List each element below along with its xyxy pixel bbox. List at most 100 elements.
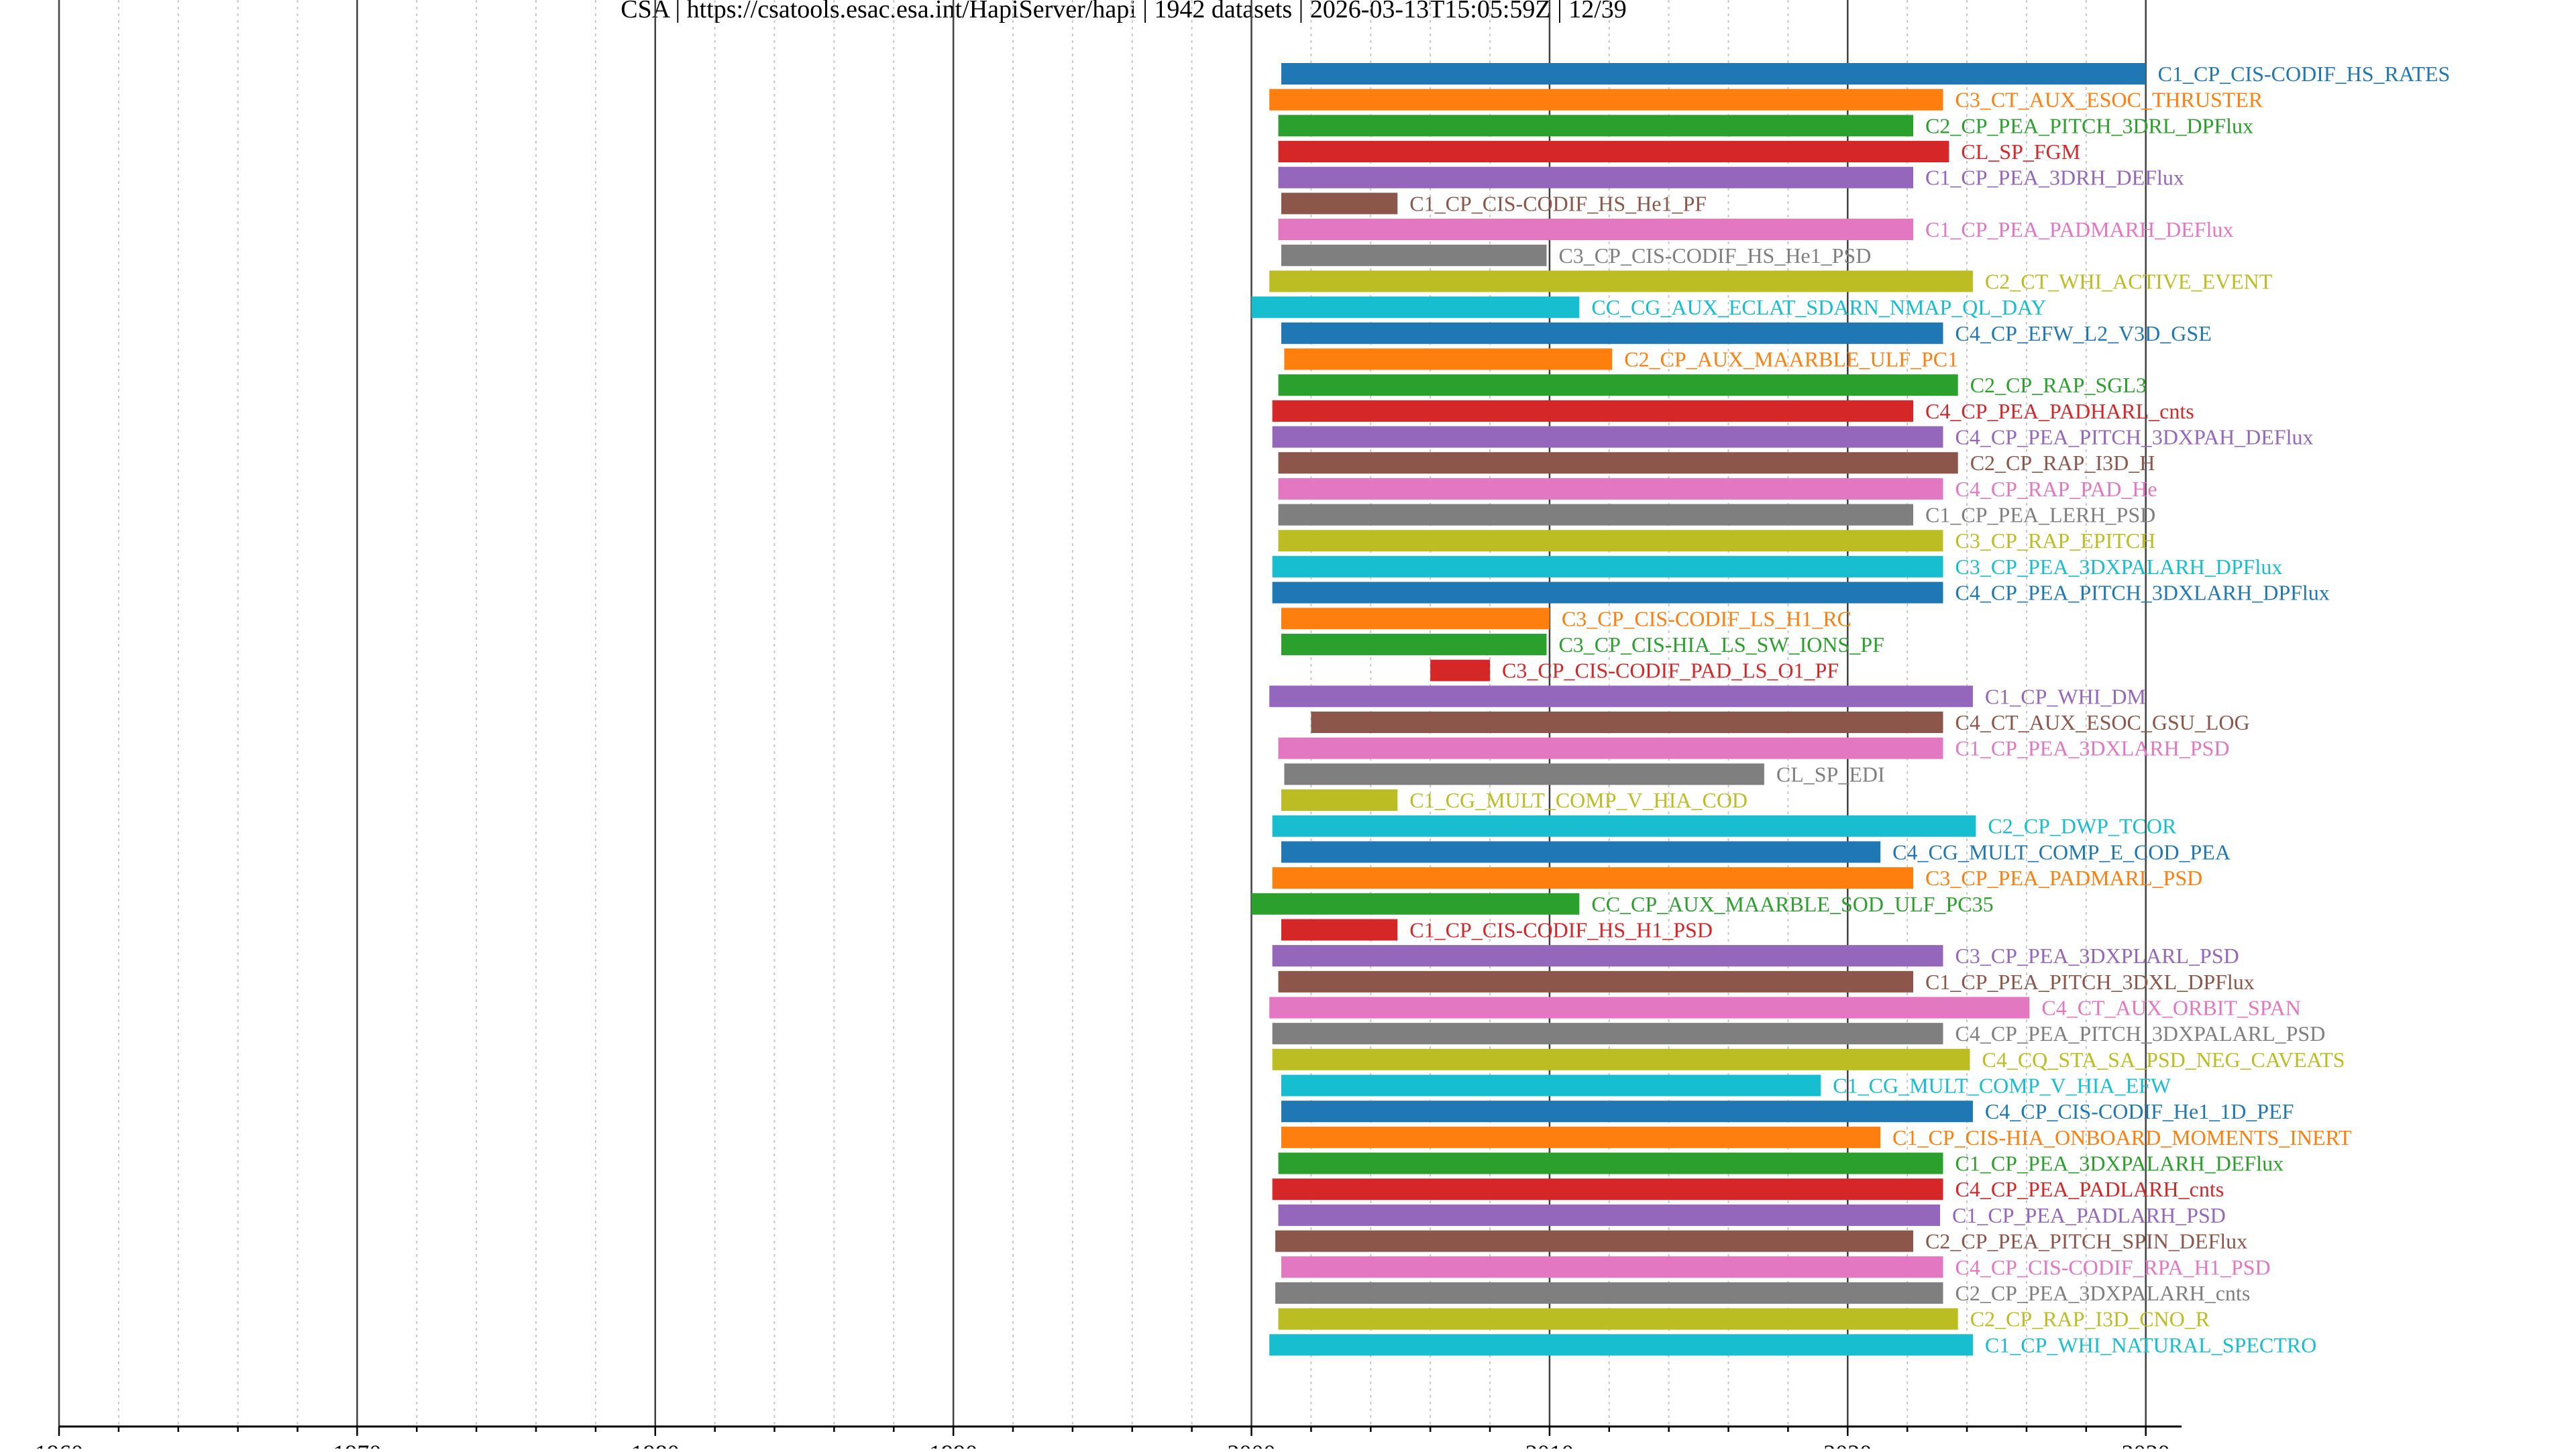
dataset-row: C4_CP_RAP_PAD_He (1278, 477, 2157, 501)
dataset-bar (1278, 478, 1943, 500)
dataset-row: C4_CP_CIS-CODIF_He1_1D_PEF (1281, 1099, 2294, 1123)
dataset-row: C1_CP_PEA_PADLARH_PSD (1278, 1203, 2226, 1227)
dataset-bar (1251, 893, 1580, 915)
dataset-label: C2_CT_WHI_ACTIVE_EVENT (1985, 269, 2273, 293)
dataset-row: C4_CG_MULT_COMP_E_COD_PEA (1281, 840, 2231, 864)
dataset-label: C3_CP_PEA_3DXPLARL_PSD (1955, 944, 2239, 968)
dataset-bar (1269, 1334, 1973, 1356)
dataset-bar (1272, 400, 1914, 422)
dataset-label: C2_CP_PEA_PITCH_3DRL_DPFlux (1925, 113, 2253, 137)
dataset-label: C4_CG_MULT_COMP_E_COD_PEA (1892, 840, 2231, 864)
dataset-bar (1275, 1282, 1943, 1304)
dataset-bar (1272, 1178, 1943, 1200)
dataset-bar (1281, 192, 1398, 215)
x-tick-label: 2010 (1525, 1440, 1574, 1449)
dataset-label: C3_CP_PEA_3DXPALARH_DPFlux (1955, 555, 2282, 579)
dataset-bar (1269, 685, 1973, 708)
dataset-bar (1278, 115, 1914, 137)
dataset-row: C4_CP_PEA_PADLARH_cnts (1272, 1177, 2224, 1201)
dataset-bar (1281, 841, 1881, 863)
dataset-row: C1_CP_PEA_LERH_PSD (1278, 503, 2155, 527)
dataset-bar (1278, 737, 1943, 759)
dataset-row: C4_CT_AUX_ESOC_GSU_LOG (1311, 710, 2250, 734)
dataset-row: C1_CP_CIS-CODIF_HS_RATES (1281, 62, 2450, 86)
dataset-label: C4_CP_PEA_PITCH_3DXPALARL_PSD (1955, 1021, 2325, 1046)
dataset-row: C3_CP_PEA_3DXPLARL_PSD (1272, 944, 2239, 968)
dataset-row: CC_CG_AUX_ECLAT_SDARN_NMAP_QL_DAY (1251, 295, 2046, 319)
dataset-label: CC_CP_AUX_MAARBLE_SOD_ULF_PC35 (1591, 892, 1993, 916)
chart-title: CSA | https://csatools.esac.esa.int/Hapi… (621, 0, 1627, 23)
dataset-bar (1278, 374, 1958, 396)
dataset-label: CL_SP_FGM (1961, 139, 2080, 164)
dataset-row: C2_CP_AUX_MAARBLE_ULF_PC1 (1284, 347, 1958, 371)
dataset-row: C3_CP_CIS-CODIF_LS_H1_RC (1281, 606, 1851, 630)
dataset-label: C4_CP_PEA_PITCH_3DXLARH_DPFlux (1955, 581, 2329, 605)
dataset-label: C1_CP_PEA_PADMARH_DEFlux (1925, 217, 2233, 241)
dataset-bar (1278, 1152, 1943, 1174)
dataset-row: C1_CP_WHI_NATURAL_SPECTRO (1269, 1333, 2316, 1357)
dataset-row: CC_CP_AUX_MAARBLE_SOD_ULF_PC35 (1251, 892, 1994, 916)
dataset-label: C4_CT_AUX_ESOC_GSU_LOG (1955, 710, 2249, 734)
dataset-row: C4_CP_PEA_PITCH_3DXLARH_DPFlux (1272, 581, 2330, 605)
dataset-bar (1272, 426, 1943, 448)
dataset-label: C3_CP_RAP_EPITCH (1955, 528, 2155, 553)
dataset-bar (1281, 244, 1547, 266)
dataset-row: CL_SP_EDI (1284, 762, 1885, 786)
dataset-bar (1272, 555, 1943, 577)
dataset-row: C4_CP_PEA_PADHARL_cnts (1272, 399, 2194, 423)
x-tick-label: 1970 (333, 1440, 381, 1449)
dataset-row: C4_CP_PEA_PITCH_3DXPALARL_PSD (1272, 1021, 2325, 1046)
dataset-row: C2_CP_DWP_TCOR (1272, 814, 2177, 838)
dataset-row: C1_CP_CIS-CODIF_HS_H1_PSD (1281, 917, 1713, 942)
dataset-row: C1_CP_PEA_3DXPALARH_DEFlux (1278, 1152, 2284, 1176)
dataset-label: C1_CP_CIS-CODIF_HS_RATES (2158, 62, 2451, 86)
x-tick-label: 2020 (1823, 1440, 1872, 1449)
dataset-bar (1281, 322, 1943, 344)
x-tick-label: 1990 (929, 1440, 977, 1449)
dataset-row: C3_CP_CIS-CODIF_HS_He1_PSD (1281, 243, 1871, 268)
dataset-label: C1_CP_CIS-CODIF_HS_H1_PSD (1409, 917, 1713, 942)
dataset-bar (1284, 763, 1764, 785)
dataset-bar (1275, 1230, 1914, 1252)
dataset-label: C3_CP_PEA_PADMARL_PSD (1925, 866, 2202, 890)
dataset-label: C1_CP_PEA_3DRH_DEFlux (1925, 166, 2184, 190)
dataset-row: C4_CP_CIS-CODIF_RPA_H1_PSD (1281, 1255, 2271, 1279)
dataset-bar (1278, 504, 1914, 526)
dataset-bar (1272, 1048, 1970, 1070)
x-axis: 1960 1970 1980 1990 2000 2010 2020 2030 (35, 1425, 2182, 1452)
dataset-row: C3_CP_RAP_EPITCH (1278, 528, 2155, 553)
dataset-row: C4_CQ_STA_SA_PSD_NEG_CAVEATS (1272, 1048, 2345, 1072)
dataset-label: C1_CP_PEA_LERH_PSD (1925, 503, 2155, 527)
dataset-label: C4_CP_EFW_L2_V3D_GSE (1955, 321, 2211, 345)
dataset-bar (1281, 789, 1398, 812)
dataset-row: C2_CP_RAP_I3D_H (1278, 451, 2155, 475)
dataset-bar (1269, 270, 1973, 292)
dataset-row: C3_CP_CIS-CODIF_PAD_LS_O1_PF (1430, 659, 1839, 683)
dataset-bar (1278, 219, 1914, 241)
dataset-row: C1_CP_PEA_3DRH_DEFlux (1278, 166, 2184, 190)
dataset-label: C2_CP_PEA_PITCH_SPIN_DEFlux (1925, 1229, 2247, 1253)
x-tick-label: 1980 (631, 1440, 680, 1449)
dataset-label: C1_CP_CIS-CODIF_HS_He1_PF (1409, 191, 1707, 215)
dataset-bar (1278, 141, 1949, 163)
dataset-label: C1_CP_WHI_NATURAL_SPECTRO (1985, 1333, 2316, 1357)
dataset-label: CL_SP_EDI (1776, 762, 1885, 786)
dataset-label: C4_CT_AUX_ORBIT_SPAN (2041, 995, 2300, 1019)
dataset-bar (1281, 1126, 1881, 1148)
bars-layer: C1_CP_CIS-CODIF_HS_RATESC3_CT_AUX_ESOC_T… (1251, 62, 2450, 1357)
x-tick-label: 1960 (35, 1440, 83, 1449)
dataset-bar (1284, 348, 1613, 370)
dataset-label: C2_CP_RAP_I3D_CNO_R (1970, 1307, 2210, 1331)
dataset-label: C4_CP_CIS-CODIF_RPA_H1_PSD (1955, 1255, 2270, 1279)
dataset-bar (1272, 945, 1943, 967)
dataset-bar (1272, 815, 1976, 837)
dataset-label: C4_CP_CIS-CODIF_He1_1D_PEF (1985, 1099, 2294, 1123)
dataset-bar (1269, 997, 2030, 1019)
dataset-row: C3_CT_AUX_ESOC_THRUSTER (1269, 88, 2263, 112)
dataset-bar (1278, 970, 1914, 993)
dataset-bar (1281, 1101, 1973, 1123)
dataset-row: C1_CP_PEA_PITCH_3DXL_DPFlux (1278, 970, 2255, 994)
dataset-row: C2_CP_PEA_3DXPALARH_cnts (1275, 1281, 2250, 1305)
dataset-row: C1_CP_CIS-CODIF_HS_He1_PF (1281, 191, 1707, 215)
